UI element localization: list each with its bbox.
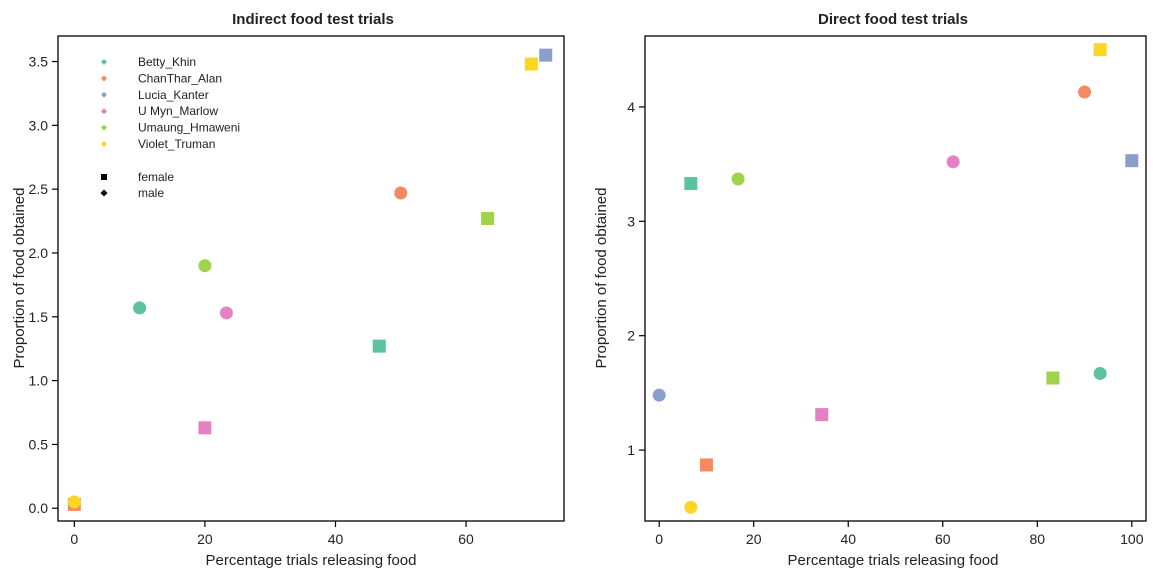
legend: Betty_Khin ChanThar_Alan Lucia_Kanter U Myn… [100, 55, 240, 200]
x-tick-label: 20 [746, 531, 762, 547]
y-tick-label: 2.0 [29, 245, 49, 261]
legend-label-umaung-hmaweni: Umaung_Hmaweni [138, 121, 240, 135]
data-point-umaung-hmaweni-female [481, 212, 495, 226]
point-group [652, 43, 1139, 514]
data-point-betty-khin-male [1093, 366, 1107, 380]
data-point-u-myn-marlow-female [815, 408, 829, 422]
point-group [67, 48, 553, 511]
data-point-betty-khin-female [684, 177, 698, 191]
y-tick-label: 4 [627, 99, 635, 115]
x-tick-label: 80 [1030, 531, 1046, 547]
y-tick-label: 0.0 [29, 500, 49, 516]
legend-marker-betty-khin [101, 59, 107, 65]
x-tick-label: 0 [70, 531, 78, 547]
data-point-lucia-kanter-female [1125, 154, 1139, 168]
data-point-violet-truman-male [684, 500, 698, 514]
y-axis-label: Proportion of food obtained [11, 188, 28, 369]
data-point-umaung-hmaweni-male [198, 259, 212, 273]
data-point-lucia-kanter-female [539, 48, 553, 62]
legend-label-violet-truman: Violet_Truman [138, 137, 215, 151]
data-point-violet-truman-male [67, 495, 81, 509]
data-point-chanthar-alan-male [1078, 85, 1092, 99]
legend-label-male: male [138, 186, 164, 200]
x-tick-label: 40 [840, 531, 856, 547]
x-tick-label: 100 [1120, 531, 1144, 547]
y-tick-label: 1.5 [29, 309, 49, 325]
y-tick-label: 2.5 [29, 181, 49, 197]
legend-label-female: female [138, 170, 174, 184]
data-point-betty-khin-female [372, 339, 386, 353]
tick-group: 0 20 40 60 0.0 0.5 1.0 1.5 2.0 2.5 3.0 3.5 [29, 54, 475, 547]
chart-title: Direct food test trials [818, 11, 968, 28]
legend-label-chanthar-alan: ChanThar_Alan [138, 71, 222, 85]
y-tick-label: 3 [627, 213, 635, 229]
legend-marker-chanthar-alan [101, 75, 107, 82]
legend-marker-male [100, 189, 108, 197]
x-axis-label: Percentage trials releasing food [788, 552, 999, 569]
x-tick-label: 40 [328, 531, 344, 547]
legend-marker-u-myn-marlow [101, 108, 107, 115]
plot-frame [57, 35, 565, 522]
data-point-chanthar-alan-female [699, 458, 713, 472]
tick-group: 0 20 40 60 80 100 1 2 3 4 [627, 99, 1144, 547]
y-tick-label: 2 [627, 328, 635, 344]
direct-food-panel: Direct food test trials 0 20 40 60 80 100 1 2 3 4… [593, 11, 1147, 569]
data-point-umaung-hmaweni-female [1046, 371, 1060, 385]
data-point-lucia-kanter-male [652, 388, 666, 402]
y-axis-label: Proportion of food obtained [593, 188, 610, 369]
legend-marker-female [101, 174, 107, 180]
data-point-violet-truman-female [1093, 43, 1107, 57]
data-point-u-myn-marlow-male [219, 306, 233, 320]
legend-marker-lucia-kanter [101, 91, 107, 98]
legend-label-u-myn-marlow: U Myn_Marlow [138, 104, 218, 118]
indirect-food-panel: Indirect food test trials 0 20 40 60 0.0 0.5 1… [11, 11, 565, 569]
legend-label-betty-khin: Betty_Khin [138, 55, 196, 69]
x-tick-label: 60 [458, 531, 474, 547]
y-tick-label: 1 [627, 442, 635, 458]
legend-marker-violet-truman [101, 141, 107, 147]
y-tick-label: 1.0 [29, 373, 49, 389]
x-tick-label: 0 [655, 531, 663, 547]
y-tick-label: 3.0 [29, 117, 49, 133]
y-tick-label: 3.5 [29, 54, 49, 70]
legend-label-lucia-kanter: Lucia_Kanter [138, 88, 209, 102]
data-point-betty-khin-male [133, 301, 147, 315]
x-tick-label: 60 [935, 531, 951, 547]
data-point-u-myn-marlow-male [946, 155, 960, 169]
x-axis-label: Percentage trials releasing food [206, 552, 417, 569]
y-tick-label: 0.5 [29, 436, 49, 452]
data-point-chanthar-alan-male [394, 186, 408, 200]
x-tick-label: 20 [197, 531, 213, 547]
legend-marker-umaung-hmaweni [101, 124, 107, 131]
data-point-umaung-hmaweni-male [731, 172, 745, 186]
plot-frame [644, 35, 1147, 522]
data-point-violet-truman-female [524, 57, 538, 71]
data-point-u-myn-marlow-female [198, 421, 212, 435]
chart-title: Indirect food test trials [232, 11, 394, 28]
